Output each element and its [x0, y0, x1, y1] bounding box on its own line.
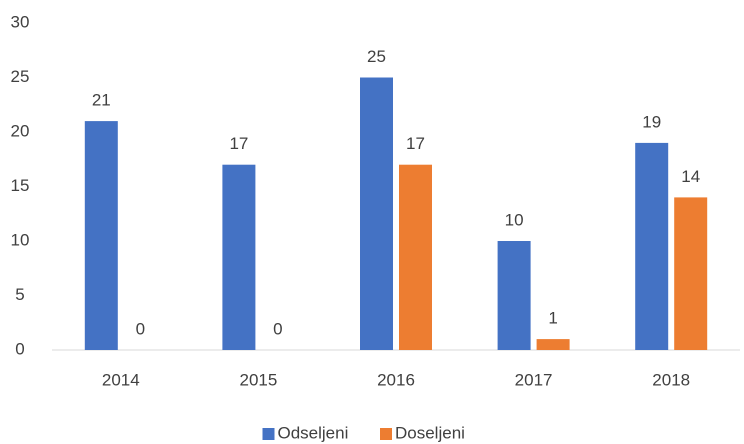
data-label: 17: [406, 134, 425, 153]
y-tick-label: 10: [11, 230, 30, 249]
data-label: 0: [273, 319, 282, 338]
legend-swatch: [380, 428, 392, 440]
y-tick-label: 0: [15, 339, 24, 358]
data-label: 14: [681, 167, 700, 186]
x-tick-label: 2016: [377, 370, 415, 389]
bar: [222, 164, 256, 350]
y-tick-label: 30: [11, 12, 30, 31]
bar: [635, 142, 669, 350]
x-tick-label: 2014: [102, 370, 140, 389]
data-label: 19: [642, 112, 661, 131]
data-label: 21: [92, 91, 111, 110]
x-tick-label: 2017: [515, 370, 553, 389]
data-label: 10: [505, 210, 524, 229]
x-tick-label: 2018: [652, 370, 690, 389]
data-label: 0: [136, 319, 145, 338]
data-label: 1: [548, 309, 557, 328]
legend-swatch: [262, 428, 275, 440]
data-label: 25: [367, 47, 386, 66]
x-tick-label: 2015: [239, 370, 277, 389]
y-tick-label: 15: [11, 176, 30, 195]
y-tick-label: 20: [11, 121, 30, 140]
data-label: 17: [229, 134, 248, 153]
y-tick-label: 5: [15, 285, 24, 304]
legend-label: Odseljeni: [278, 423, 349, 442]
legend-label: Doseljeni: [395, 423, 465, 442]
bar: [674, 197, 708, 350]
y-tick-label: 25: [11, 67, 30, 86]
bar: [360, 77, 393, 350]
bar: [399, 164, 432, 350]
bar: [536, 339, 570, 350]
bar: [84, 121, 118, 350]
bar: [497, 241, 531, 350]
